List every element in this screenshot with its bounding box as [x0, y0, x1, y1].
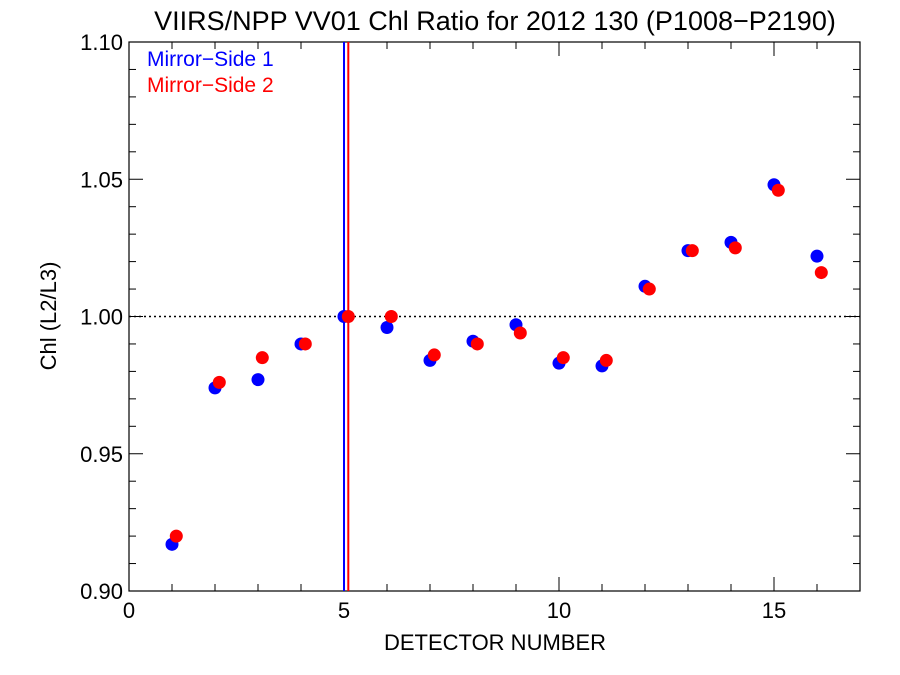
- data-point-series-2: [728, 241, 742, 255]
- legend-entry: Mirror−Side 2: [147, 74, 274, 97]
- data-point-series-1: [380, 320, 394, 334]
- y-tick-label: 1.05: [80, 167, 123, 192]
- y-tick-label: 1.00: [80, 305, 123, 330]
- data-point-series-2: [556, 351, 570, 365]
- data-point-series-2: [212, 375, 226, 389]
- y-tick-label: 1.10: [80, 30, 123, 55]
- x-tick-label: 0: [123, 598, 135, 623]
- x-axis-label: DETECTOR NUMBER: [384, 630, 606, 655]
- data-point-series-2: [169, 529, 183, 543]
- plot-area: 0 5 10 15 0.90 0.95 1.00 1.05 1.10 Mirror−Side 1 M…: [80, 30, 861, 623]
- x-tick-label: 5: [338, 598, 350, 623]
- data-point-series-2: [298, 337, 312, 351]
- data-point-series-2: [642, 282, 656, 296]
- y-tick-label: 0.90: [80, 579, 123, 604]
- x-tick-label: 15: [762, 598, 786, 623]
- data-point-series-2: [771, 183, 785, 197]
- data-point-series-2: [255, 351, 269, 365]
- y-axis-label: Chl (L2/L3): [36, 262, 61, 371]
- data-point-series-2: [341, 310, 355, 323]
- data-point-series-2: [814, 266, 828, 280]
- legend-entry: Mirror−Side 1: [147, 48, 274, 71]
- chart-title: VIIRS/NPP VV01 Chl Ratio for 2012 130 (P…: [154, 6, 836, 36]
- data-point-series-2: [685, 244, 699, 258]
- data-point-series-2: [427, 348, 441, 362]
- data-point-series-1: [251, 373, 265, 387]
- x-tick-label: 10: [547, 598, 571, 623]
- data-point-series-2: [470, 337, 484, 351]
- data-point-series-1: [810, 249, 824, 263]
- data-point-series-2: [384, 310, 398, 323]
- data-point-series-2: [599, 353, 613, 367]
- y-tick-label: 0.95: [80, 442, 123, 467]
- data-point-series-2: [513, 326, 527, 340]
